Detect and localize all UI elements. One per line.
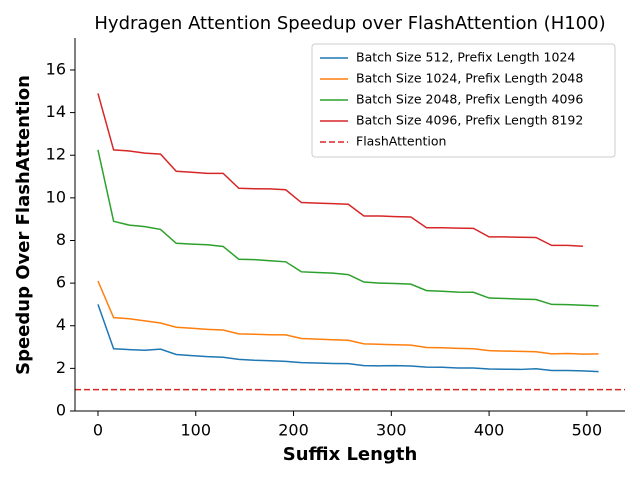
- x-tick-label: 200: [278, 421, 309, 440]
- series-line: [97, 149, 599, 307]
- y-tick-label: 10: [46, 187, 66, 206]
- y-tick-label: 14: [46, 102, 66, 121]
- series-line: [97, 304, 599, 373]
- legend-label: Batch Size 512, Prefix Length 1024: [356, 50, 575, 65]
- y-tick-label: 6: [56, 273, 66, 292]
- legend-label: Batch Size 1024, Prefix Length 2048: [356, 71, 583, 86]
- legend-label: Batch Size 2048, Prefix Length 4096: [356, 92, 583, 107]
- series-line: [97, 93, 583, 247]
- legend-label: Batch Size 4096, Prefix Length 8192: [356, 113, 583, 128]
- y-tick-label: 4: [56, 315, 66, 334]
- x-tick-label: 400: [474, 421, 505, 440]
- y-tick-label: 0: [56, 401, 66, 420]
- x-tick-label: 500: [572, 421, 603, 440]
- chart-title: Hydragen Attention Speedup over FlashAtt…: [94, 13, 605, 34]
- x-tick-label: 0: [93, 421, 103, 440]
- y-tick-label: 16: [46, 59, 66, 78]
- legend-label: FlashAttention: [356, 134, 446, 149]
- y-tick-label: 12: [46, 145, 66, 164]
- x-tick-label: 300: [376, 421, 407, 440]
- y-tick-label: 2: [56, 358, 66, 377]
- series-line: [97, 280, 599, 355]
- y-tick-label: 8: [56, 230, 66, 249]
- legend-box: [311, 43, 616, 158]
- x-axis-label: Suffix Length: [283, 444, 418, 465]
- x-tick-label: 100: [180, 421, 211, 440]
- y-axis-label: Speedup Over FlashAttention: [13, 75, 34, 375]
